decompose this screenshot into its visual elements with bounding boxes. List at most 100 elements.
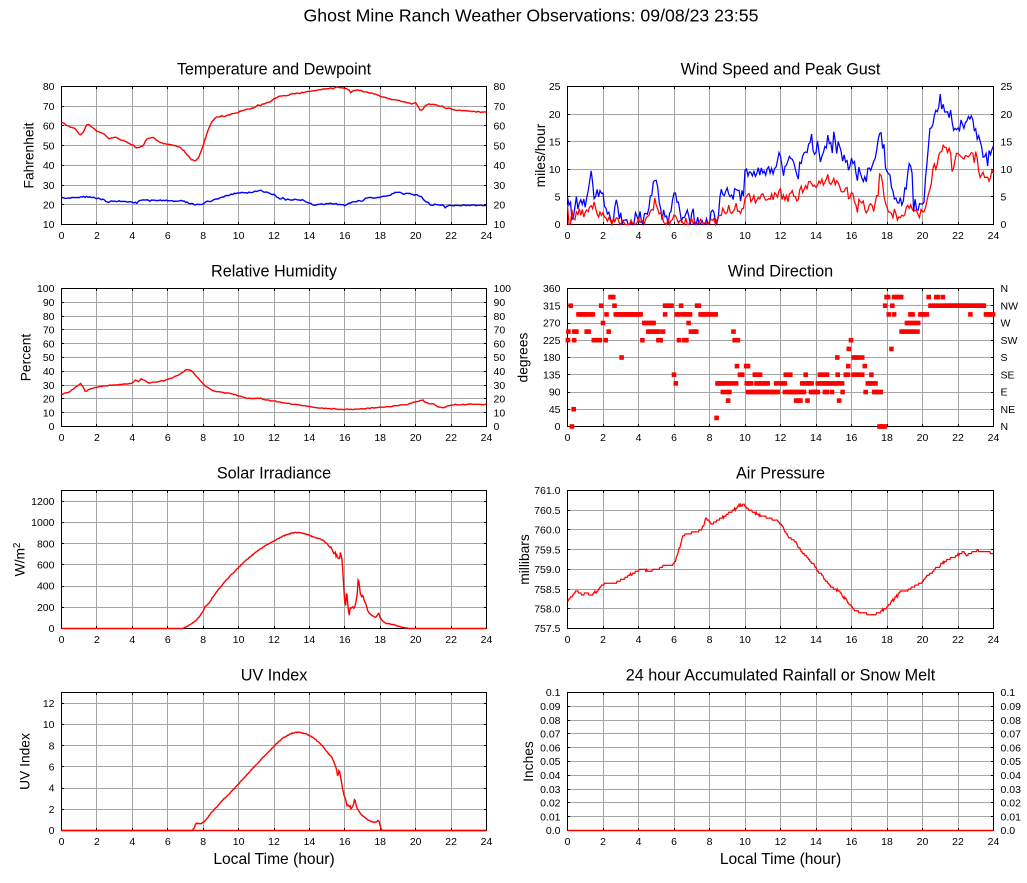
svg-text:0.03: 0.03 (540, 784, 561, 796)
svg-text:0.05: 0.05 (540, 756, 561, 768)
svg-text:45: 45 (549, 404, 561, 416)
svg-text:Wind Speed and Peak Gust: Wind Speed and Peak Gust (681, 61, 881, 79)
svg-text:22: 22 (445, 432, 457, 444)
svg-text:12: 12 (775, 432, 787, 444)
svg-text:200: 200 (37, 602, 55, 614)
svg-text:20: 20 (549, 109, 561, 121)
svg-text:15: 15 (1001, 136, 1013, 148)
svg-text:16: 16 (339, 432, 351, 444)
svg-text:12: 12 (775, 634, 787, 646)
svg-text:22: 22 (445, 230, 457, 242)
svg-text:20: 20 (43, 200, 55, 212)
svg-text:135: 135 (543, 369, 561, 381)
svg-text:4: 4 (129, 836, 135, 848)
svg-text:20: 20 (410, 230, 422, 242)
svg-text:600: 600 (37, 560, 55, 572)
svg-text:0: 0 (49, 623, 55, 635)
svg-text:24: 24 (481, 836, 493, 848)
svg-text:50: 50 (494, 140, 506, 152)
svg-text:18: 18 (374, 432, 386, 444)
svg-text:0: 0 (49, 421, 55, 433)
svg-text:50: 50 (494, 352, 506, 364)
svg-text:0.09: 0.09 (540, 701, 561, 713)
svg-text:Solar Irradiance: Solar Irradiance (217, 465, 331, 483)
svg-text:2: 2 (600, 230, 606, 242)
svg-text:Local Time (hour): Local Time (hour) (213, 851, 334, 868)
svg-text:758.0: 758.0 (534, 604, 560, 616)
svg-text:4: 4 (636, 634, 642, 646)
svg-text:6: 6 (165, 836, 171, 848)
svg-text:8: 8 (49, 740, 55, 752)
svg-text:20: 20 (1001, 109, 1013, 121)
svg-text:22: 22 (952, 432, 964, 444)
svg-text:10: 10 (549, 164, 561, 176)
svg-text:22: 22 (952, 634, 964, 646)
svg-text:16: 16 (339, 230, 351, 242)
svg-text:14: 14 (304, 432, 316, 444)
svg-text:24: 24 (988, 230, 1000, 242)
svg-text:2: 2 (94, 634, 100, 646)
svg-text:10: 10 (233, 432, 245, 444)
svg-text:25: 25 (549, 81, 561, 93)
svg-text:0: 0 (494, 421, 500, 433)
svg-text:25: 25 (1001, 81, 1013, 93)
svg-text:0: 0 (59, 634, 65, 646)
svg-text:0.01: 0.01 (540, 811, 561, 823)
svg-text:24: 24 (988, 634, 1000, 646)
svg-text:270: 270 (543, 318, 561, 330)
svg-text:20: 20 (494, 394, 506, 406)
svg-text:0: 0 (59, 836, 65, 848)
svg-text:SE: SE (1001, 369, 1015, 381)
svg-text:12: 12 (43, 698, 55, 710)
svg-text:14: 14 (810, 432, 822, 444)
svg-text:12: 12 (268, 230, 280, 242)
svg-text:10: 10 (1001, 164, 1013, 176)
svg-text:0.06: 0.06 (1001, 742, 1022, 754)
svg-text:0: 0 (565, 634, 571, 646)
svg-text:4: 4 (636, 836, 642, 848)
svg-text:30: 30 (43, 180, 55, 192)
svg-text:W/m2: W/m2 (12, 543, 28, 577)
svg-text:10: 10 (739, 230, 751, 242)
svg-text:14: 14 (810, 230, 822, 242)
svg-text:10: 10 (739, 634, 751, 646)
svg-text:6: 6 (165, 432, 171, 444)
svg-text:14: 14 (810, 836, 822, 848)
svg-text:degrees: degrees (516, 332, 531, 382)
svg-text:10: 10 (43, 219, 55, 231)
svg-text:Percent: Percent (19, 334, 34, 382)
svg-text:E: E (1001, 387, 1008, 399)
svg-text:10: 10 (739, 836, 751, 848)
svg-text:20: 20 (917, 634, 929, 646)
svg-text:Inches: Inches (521, 741, 536, 782)
svg-text:24: 24 (988, 836, 1000, 848)
svg-text:4: 4 (129, 634, 135, 646)
svg-text:20: 20 (917, 432, 929, 444)
svg-text:2: 2 (94, 230, 100, 242)
svg-text:0.07: 0.07 (1001, 729, 1022, 741)
svg-text:757.5: 757.5 (534, 623, 560, 635)
svg-text:2: 2 (49, 804, 55, 816)
svg-text:0: 0 (59, 432, 65, 444)
svg-text:8: 8 (200, 634, 206, 646)
svg-text:15: 15 (549, 136, 561, 148)
svg-text:8: 8 (707, 230, 713, 242)
svg-text:22: 22 (445, 836, 457, 848)
svg-text:10: 10 (43, 719, 55, 731)
svg-text:70: 70 (494, 325, 506, 337)
svg-text:90: 90 (43, 297, 55, 309)
svg-text:16: 16 (339, 634, 351, 646)
svg-text:761.0: 761.0 (534, 485, 560, 497)
svg-text:50: 50 (43, 140, 55, 152)
svg-text:SW: SW (1001, 335, 1018, 347)
svg-text:24: 24 (481, 230, 493, 242)
svg-text:Air Pressure: Air Pressure (736, 465, 825, 483)
svg-text:UV Index: UV Index (241, 667, 308, 685)
svg-text:0.1: 0.1 (546, 687, 561, 699)
svg-text:18: 18 (374, 634, 386, 646)
svg-text:10: 10 (494, 219, 506, 231)
svg-text:16: 16 (339, 836, 351, 848)
svg-text:8: 8 (200, 230, 206, 242)
svg-text:UV Index: UV Index (18, 733, 33, 790)
svg-text:0.02: 0.02 (1001, 798, 1022, 810)
